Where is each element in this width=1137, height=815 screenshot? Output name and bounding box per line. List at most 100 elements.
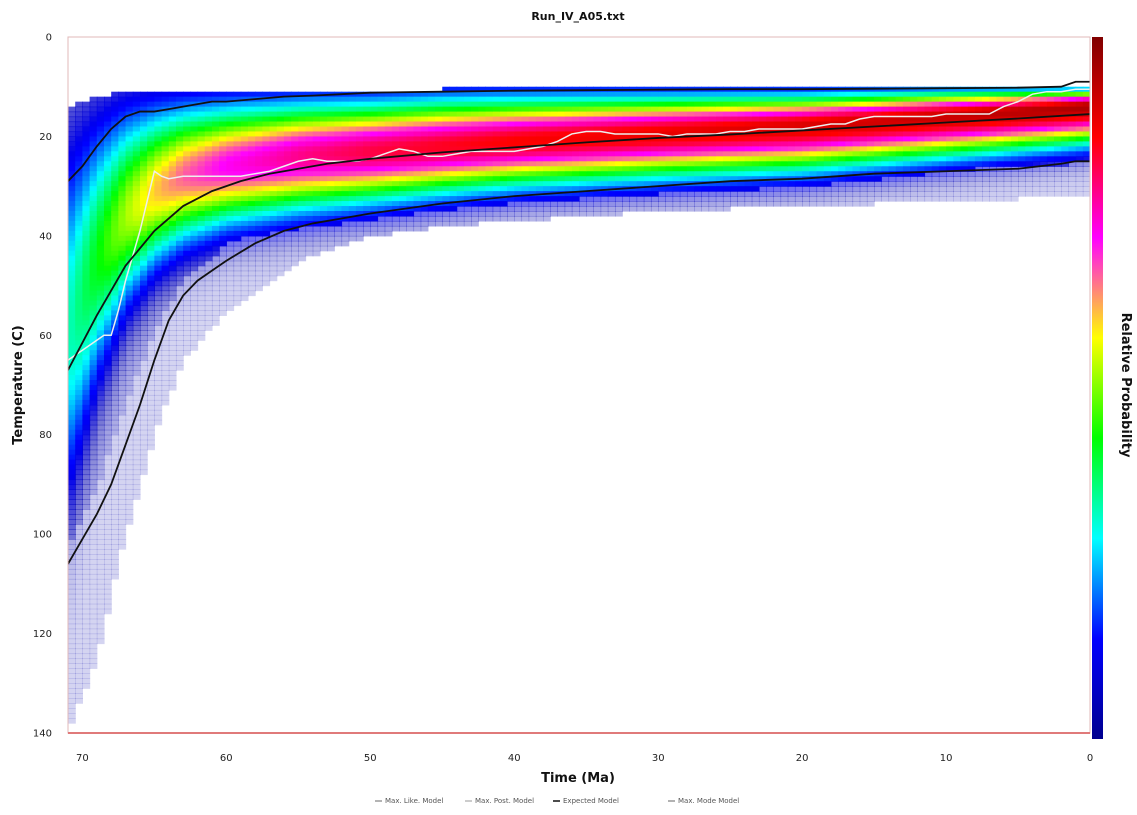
heat-cell: [269, 156, 278, 162]
heat-cell: [499, 211, 508, 217]
heat-cell: [1054, 181, 1062, 187]
heat-cell: [456, 156, 465, 162]
heat-cell: [96, 459, 105, 466]
heat-cell: [600, 141, 609, 147]
heat-cell: [830, 151, 839, 157]
heat-cell: [211, 220, 220, 227]
heat-cell: [787, 191, 796, 197]
heat-cell: [1061, 166, 1070, 172]
heat-cell: [938, 176, 947, 182]
heat-cell: [219, 181, 227, 187]
heat-cell: [334, 166, 343, 172]
heat-cell: [686, 96, 695, 103]
heat-cell: [881, 146, 890, 152]
heat-cell: [722, 181, 731, 187]
heat-cell: [219, 265, 227, 272]
heat-cell: [68, 111, 76, 118]
heat-cell: [737, 181, 746, 187]
heat-cell: [1018, 171, 1026, 177]
heat-cell: [780, 156, 789, 162]
heat-cell: [543, 181, 551, 187]
heat-cell: [622, 161, 630, 167]
heat-cell: [147, 96, 155, 103]
heat-cell: [111, 121, 119, 128]
heat-cell: [319, 206, 328, 212]
heat-cell: [111, 260, 119, 267]
heat-cell: [1068, 191, 1077, 197]
heat-cell: [377, 201, 386, 207]
heat-cell: [917, 126, 926, 133]
heat-cell: [1068, 146, 1077, 152]
heat-cell: [377, 225, 386, 232]
heat-cell: [161, 91, 170, 98]
heat-cell: [68, 375, 76, 381]
heat-cell: [579, 131, 587, 138]
heat-cell: [391, 166, 400, 172]
heat-cell: [96, 380, 105, 386]
heat-cell: [766, 101, 774, 108]
heat-cell: [996, 131, 1005, 138]
heat-cell: [816, 121, 825, 128]
heat-cell: [341, 126, 350, 133]
heat-cell: [183, 265, 191, 272]
heat-cell: [406, 211, 415, 217]
heat-cell: [125, 360, 134, 366]
heat-cell: [1061, 161, 1070, 167]
heat-cell: [1003, 186, 1012, 192]
heat-cell: [845, 121, 854, 128]
heat-cell: [499, 136, 508, 142]
heat-cell: [82, 484, 91, 490]
heat-cell: [103, 186, 112, 192]
heat-cell: [974, 171, 983, 177]
heat-cell: [938, 106, 947, 113]
heat-cell: [967, 176, 976, 182]
heat-cell: [103, 146, 112, 152]
heat-cell: [96, 464, 105, 471]
heat-cell: [183, 161, 191, 167]
heat-cell: [175, 181, 184, 187]
heat-cell: [629, 116, 638, 123]
heat-cell: [694, 176, 702, 182]
heat-cell: [363, 116, 371, 123]
heat-cell: [68, 136, 76, 142]
heat-cell: [672, 186, 681, 192]
heat-cell: [226, 156, 235, 162]
heat-cell: [643, 191, 652, 197]
heat-cell: [953, 151, 962, 157]
heat-cell: [75, 434, 83, 441]
heat-cell: [363, 111, 371, 118]
heat-cell: [420, 131, 429, 138]
heat-cell: [219, 156, 227, 162]
heat-cell: [139, 101, 148, 108]
heat-cell: [636, 176, 645, 182]
heat-cell: [312, 101, 321, 108]
heat-cell: [435, 176, 443, 182]
heat-cell: [420, 101, 429, 108]
heat-cell: [68, 131, 76, 138]
heat-cell: [910, 91, 918, 98]
heat-cell: [557, 126, 566, 133]
heat-cell: [96, 106, 105, 113]
heat-cell: [809, 156, 818, 162]
heat-cell: [183, 255, 191, 262]
heat-cell: [370, 220, 379, 227]
heat-cell: [507, 131, 515, 138]
heat-cell: [665, 196, 674, 202]
heat-cell: [103, 121, 112, 128]
heat-cell: [960, 161, 969, 167]
heat-cell: [399, 96, 407, 103]
heat-cell: [514, 146, 523, 152]
heat-cell: [82, 479, 91, 486]
heat-cell: [377, 136, 386, 142]
heat-cell: [118, 275, 127, 282]
heat-cell: [874, 166, 882, 172]
heat-cell: [312, 146, 321, 152]
heat-cell: [377, 181, 386, 187]
heat-cell: [449, 96, 458, 103]
heat-cell: [175, 255, 184, 262]
heat-cell: [521, 101, 530, 108]
heat-cell: [168, 151, 177, 157]
heat-cell: [478, 215, 487, 222]
heat-cell: [139, 131, 148, 138]
heat-cell: [413, 161, 422, 167]
